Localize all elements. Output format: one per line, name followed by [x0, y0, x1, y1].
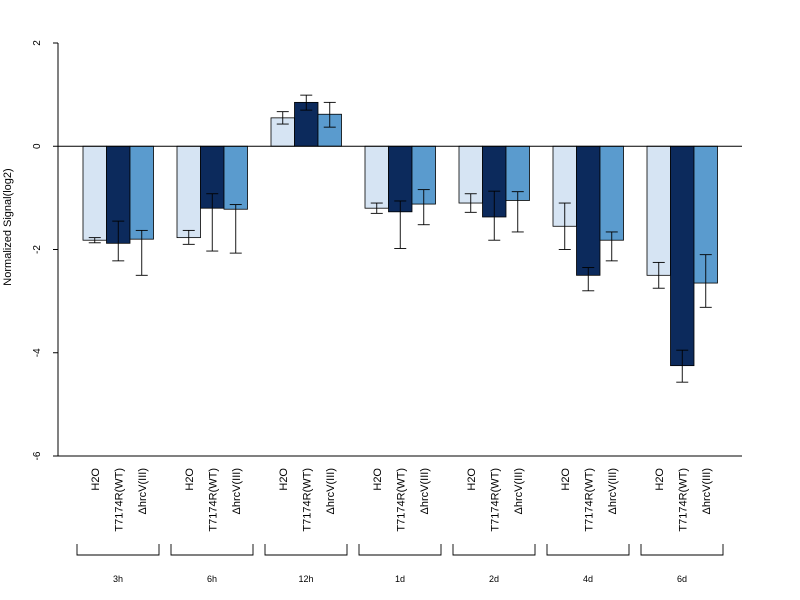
group-brackets: 3h 6h 12h 1d 2d 4d 6d: [76, 544, 724, 584]
x-category-label: T7174R(WT): [583, 468, 595, 532]
y-tick-label: 2: [32, 40, 43, 46]
bar: [576, 145, 601, 276]
x-category-label: ΔhrcV(III): [231, 468, 243, 514]
group-bracket: [640, 544, 724, 556]
bar: [176, 145, 201, 239]
x-category-label: H2O: [372, 468, 384, 491]
x-category-label: H2O: [278, 468, 290, 491]
bar: [599, 145, 624, 241]
x-category-label: H2O: [466, 468, 478, 491]
x-category-label: H2O: [184, 468, 196, 491]
group-label: 3h: [113, 574, 123, 584]
y-axis-label: Normalized Signal(log2): [2, 168, 14, 285]
x-category-label: T7174R(WT): [301, 468, 313, 532]
x-category-label: ΔhrcV(III): [325, 468, 337, 514]
group-label: 1d: [395, 574, 405, 584]
x-category-label: T7174R(WT): [207, 468, 219, 532]
x-category-label: H2O: [90, 468, 102, 491]
bar: [646, 145, 671, 276]
bar: [82, 145, 107, 241]
group-label: 6d: [677, 574, 687, 584]
group-label: 6h: [207, 574, 217, 584]
x-category-label: H2O: [560, 468, 572, 491]
y-tick-label: -4: [32, 348, 43, 357]
bars: [82, 101, 718, 367]
bar: [129, 145, 154, 240]
y-axis: -6 -4 -2 0 2: [32, 40, 742, 460]
group-bracket: [170, 544, 254, 556]
group-label: 2d: [489, 574, 499, 584]
y-tick-label: 0: [32, 143, 43, 149]
x-category-label: T7174R(WT): [489, 468, 501, 532]
x-category-label: ΔhrcV(III): [701, 468, 713, 514]
x-category-label: T7174R(WT): [113, 468, 125, 532]
x-category-label: ΔhrcV(III): [513, 468, 525, 514]
y-tick-label: -6: [32, 451, 43, 460]
x-category-label: ΔhrcV(III): [137, 468, 149, 514]
group-bracket: [76, 544, 160, 556]
x-category-label: ΔhrcV(III): [607, 468, 619, 514]
group-bracket: [358, 544, 442, 556]
x-category-label: ΔhrcV(III): [419, 468, 431, 514]
bar: [670, 145, 695, 367]
bar: [223, 145, 248, 210]
group-label: 12h: [298, 574, 313, 584]
x-category-label: T7174R(WT): [677, 468, 689, 532]
error-bars: [88, 94, 712, 383]
y-tick-label: -2: [32, 245, 43, 254]
group-bracket: [546, 544, 630, 556]
x-category-label: H2O: [654, 468, 666, 491]
x-category-label: T7174R(WT): [395, 468, 407, 532]
x-category-labels: H2O T7174R(WT) ΔhrcV(III) H2O T7174R(WT) Δhrc…: [90, 468, 713, 532]
group-bracket: [264, 544, 348, 556]
bar: [364, 145, 389, 209]
group-label: 4d: [583, 574, 593, 584]
group-bracket: [452, 544, 536, 556]
